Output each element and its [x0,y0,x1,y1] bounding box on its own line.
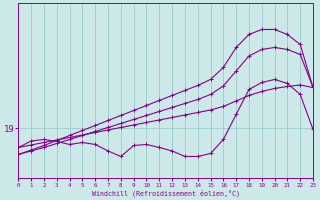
X-axis label: Windchill (Refroidissement éolien,°C): Windchill (Refroidissement éolien,°C) [92,189,240,197]
